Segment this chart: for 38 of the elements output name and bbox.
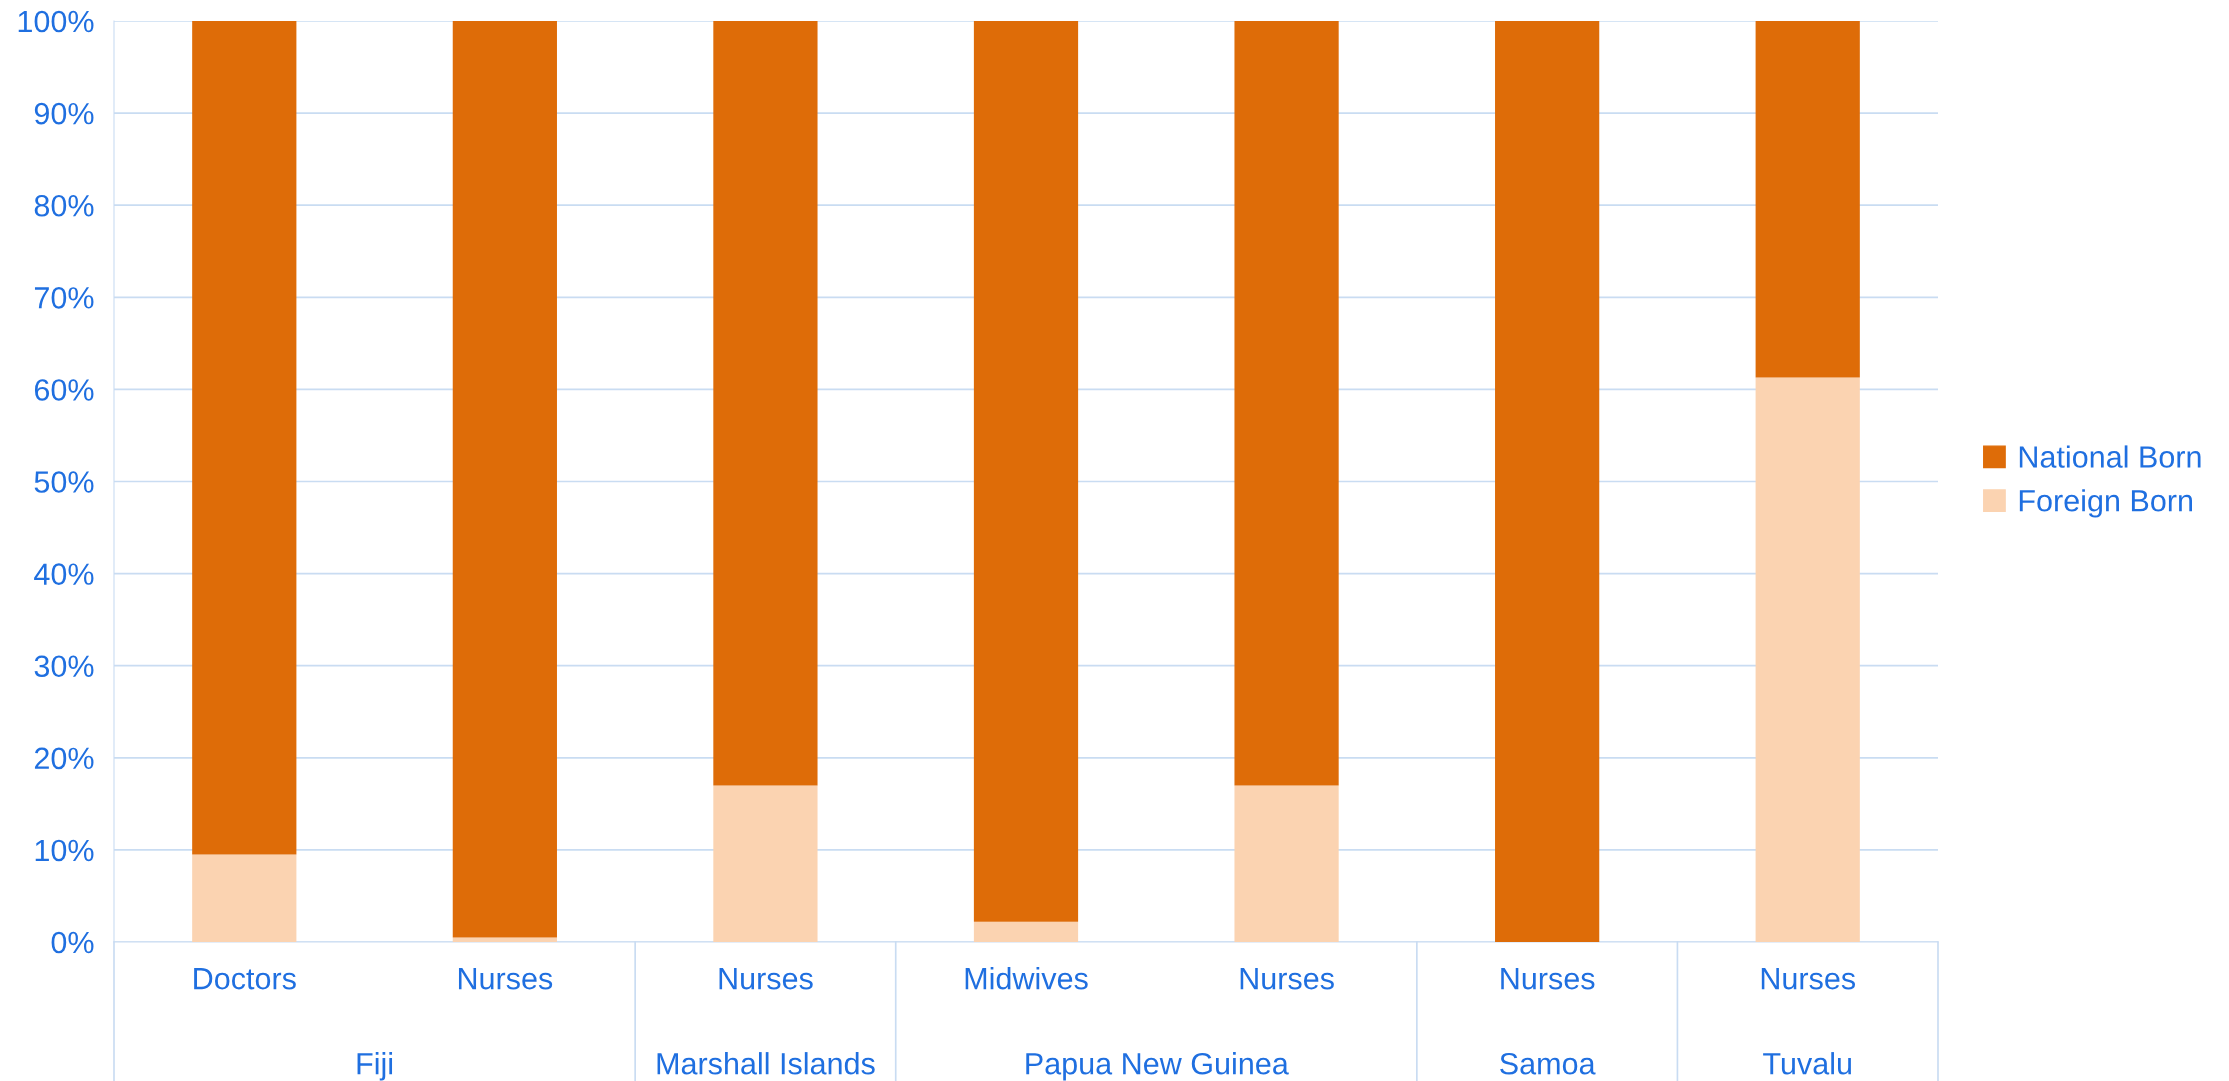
y-tick-label: 30% xyxy=(34,655,94,678)
text: Marshall Islands xyxy=(657,1052,875,1075)
y-tick-label: 90% xyxy=(34,102,94,125)
y-tick-label: 100% xyxy=(18,10,94,33)
bar xyxy=(713,21,818,786)
bar xyxy=(973,921,1079,942)
y-tick-label: 20% xyxy=(34,747,94,770)
x-tick-label: Nurses xyxy=(1501,968,1595,990)
x-tick-label: Nurses xyxy=(1240,968,1334,990)
bar xyxy=(1755,377,1860,942)
y-tick-label: 50% xyxy=(34,471,94,493)
legend-label: National Born xyxy=(2019,445,2201,468)
bar xyxy=(1234,21,1339,786)
y-tick-label: 0% xyxy=(51,931,94,954)
x-tick-label: Nurses xyxy=(458,968,553,990)
bar xyxy=(192,854,297,942)
x-tick-label: Midwives xyxy=(965,967,1088,990)
legend-label: Foreign Born xyxy=(2019,489,2192,518)
bar xyxy=(1234,785,1339,942)
y-tick-label: 70% xyxy=(34,287,94,309)
bar xyxy=(973,21,1079,922)
bar xyxy=(452,937,557,942)
y-tick-label: 60% xyxy=(34,379,94,401)
bar xyxy=(452,21,557,938)
text: Tuvalu xyxy=(1763,1052,1851,1075)
bar xyxy=(192,21,297,855)
y-tick-label: 80% xyxy=(34,194,94,217)
bar xyxy=(713,785,818,942)
bar xyxy=(1495,21,1600,942)
x-tick-label: Doctors xyxy=(194,968,296,990)
text: Fiji xyxy=(357,1052,393,1081)
text: Papua New Guinea xyxy=(1026,1052,1289,1081)
text: Samoa xyxy=(1500,1052,1596,1075)
y-tick-label: 10% xyxy=(35,839,94,862)
y-tick-label: 40% xyxy=(34,563,94,585)
x-tick-label: Nurses xyxy=(1761,968,1856,990)
x-tick-label: Nurses xyxy=(719,968,813,990)
bar xyxy=(1755,21,1860,378)
